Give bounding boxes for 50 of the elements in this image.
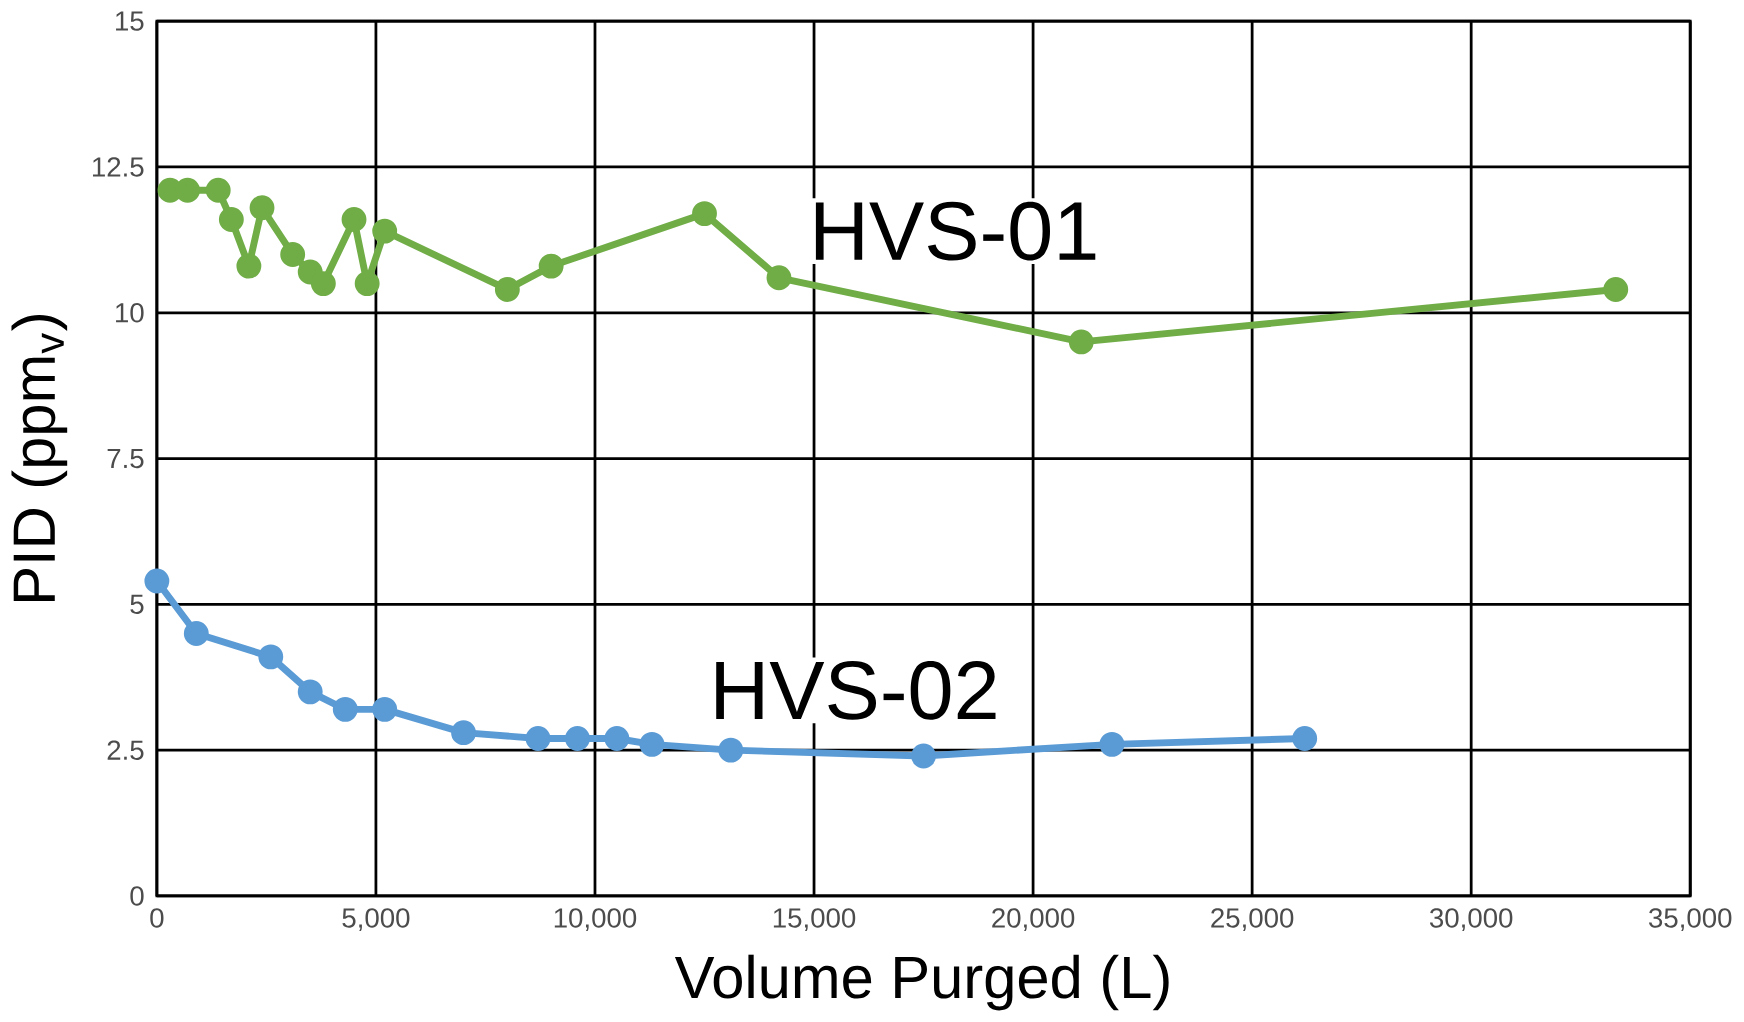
point <box>692 201 717 227</box>
point <box>310 271 336 297</box>
x-tick-label: 10,000 <box>554 908 637 932</box>
point <box>175 177 200 203</box>
x-tick-label: 5,000 <box>342 908 410 932</box>
y-tick-label: 12.5 <box>92 157 144 177</box>
point <box>144 568 170 594</box>
x-axis-title: Volume Purged (L) <box>674 954 1169 1011</box>
y-axis-title: PID (ppm$_{v}$) <box>11 315 68 601</box>
y-tick-label: 5 <box>130 594 144 615</box>
point <box>1292 726 1318 751</box>
y-tick-label: 0 <box>130 886 144 906</box>
series-label: HVS-02 <box>716 661 996 720</box>
y-tick-label: 15 <box>116 11 144 31</box>
point <box>205 177 231 203</box>
point <box>332 696 358 722</box>
point <box>183 621 209 647</box>
y-tick-label: 7.5 <box>107 448 144 469</box>
x-tick-label: 35,000 <box>1649 908 1732 932</box>
point <box>639 731 665 757</box>
point <box>494 277 520 302</box>
point <box>1603 277 1629 302</box>
point <box>1068 329 1094 355</box>
y-tick-label: 2.5 <box>107 740 144 761</box>
point <box>218 207 244 232</box>
point <box>538 253 564 279</box>
point <box>525 726 551 751</box>
point <box>249 195 275 221</box>
point <box>451 720 476 746</box>
point <box>565 726 590 751</box>
point <box>604 726 630 751</box>
point <box>911 743 936 769</box>
series-label: HVS-01 <box>815 201 1096 261</box>
x-tick-label: 25,000 <box>1211 908 1294 932</box>
point <box>718 737 744 763</box>
point <box>236 253 262 279</box>
x-tick-label: 15,000 <box>773 908 856 932</box>
point <box>766 265 792 291</box>
point <box>372 696 398 722</box>
point <box>280 242 306 267</box>
point <box>258 644 284 670</box>
point <box>372 218 398 244</box>
point <box>1099 731 1125 757</box>
y-tick-label: 10 <box>116 303 144 323</box>
point <box>354 271 380 297</box>
x-tick-label: 0 <box>150 908 164 928</box>
x-tick-label: 30,000 <box>1429 908 1513 932</box>
point <box>297 679 323 705</box>
x-tick-label: 20,000 <box>992 908 1075 932</box>
point <box>341 207 367 232</box>
